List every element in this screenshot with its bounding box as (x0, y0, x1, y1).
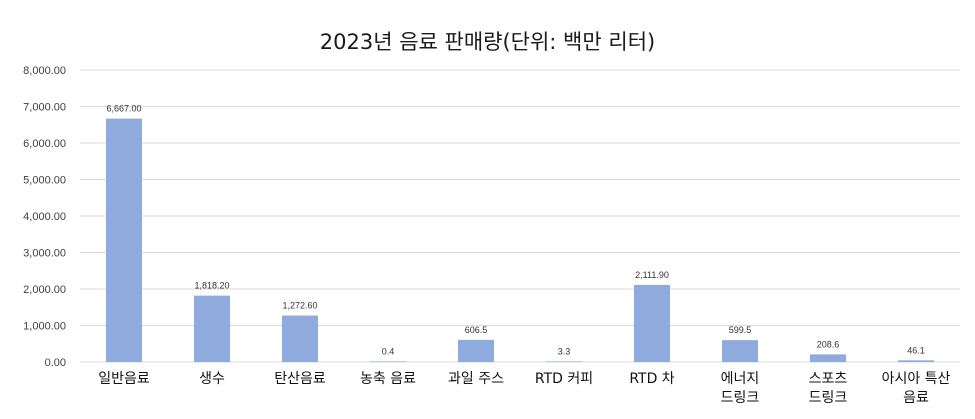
y-tick-label: 1,000.00 (23, 321, 66, 333)
x-tick-label: 아시아 특산 (882, 371, 951, 387)
x-tick-label: 농축 음료 (360, 371, 416, 387)
data-label: 1,818.20 (194, 281, 229, 291)
bar (722, 340, 758, 362)
y-tick-label: 6,000.00 (23, 138, 66, 150)
x-tick-label: 스포츠 (809, 371, 848, 387)
x-tick-label: RTD 커피 (535, 371, 593, 387)
x-tick-label: 과일 주스 (448, 371, 504, 387)
data-label: 3.3 (558, 346, 571, 356)
bar (546, 361, 582, 362)
x-tick-label: 탄산음료 (274, 371, 326, 387)
y-tick-label: 3,000.00 (23, 248, 66, 260)
bar (458, 339, 494, 362)
bar (194, 295, 230, 362)
data-label: 0.4 (382, 346, 395, 356)
x-tick-label: 에너지 (721, 371, 760, 387)
data-label: 606.5 (465, 325, 488, 335)
bar (282, 315, 318, 362)
y-tick-label: 5,000.00 (23, 175, 66, 187)
bar (634, 284, 670, 362)
y-tick-label: 0.00 (45, 357, 66, 369)
x-tick-label: 음료 (903, 390, 929, 406)
data-label: 6,667.00 (106, 104, 141, 114)
bar (106, 118, 142, 362)
x-tick-label: 생수 (199, 371, 225, 387)
data-label: 1,272.60 (282, 301, 317, 311)
y-tick-label: 8,000.00 (23, 65, 66, 77)
bar (810, 354, 846, 362)
bar (370, 361, 406, 362)
data-label: 2,111.90 (635, 270, 669, 280)
y-tick-label: 7,000.00 (23, 102, 66, 114)
x-tick-label: 드링크 (721, 390, 760, 406)
chart-title: 2023년 음료 판매량(단위: 백만 리터) (319, 30, 656, 54)
x-tick-label: 일반음료 (98, 371, 150, 387)
data-label: 599.5 (729, 325, 752, 335)
y-tick-label: 2,000.00 (23, 284, 66, 296)
data-label: 208.6 (817, 339, 840, 349)
data-label: 46.1 (907, 345, 925, 355)
x-tick-label: 드링크 (809, 390, 848, 406)
y-tick-label: 4,000.00 (23, 211, 66, 223)
x-tick-label: RTD 차 (629, 371, 674, 387)
bar (898, 360, 934, 362)
